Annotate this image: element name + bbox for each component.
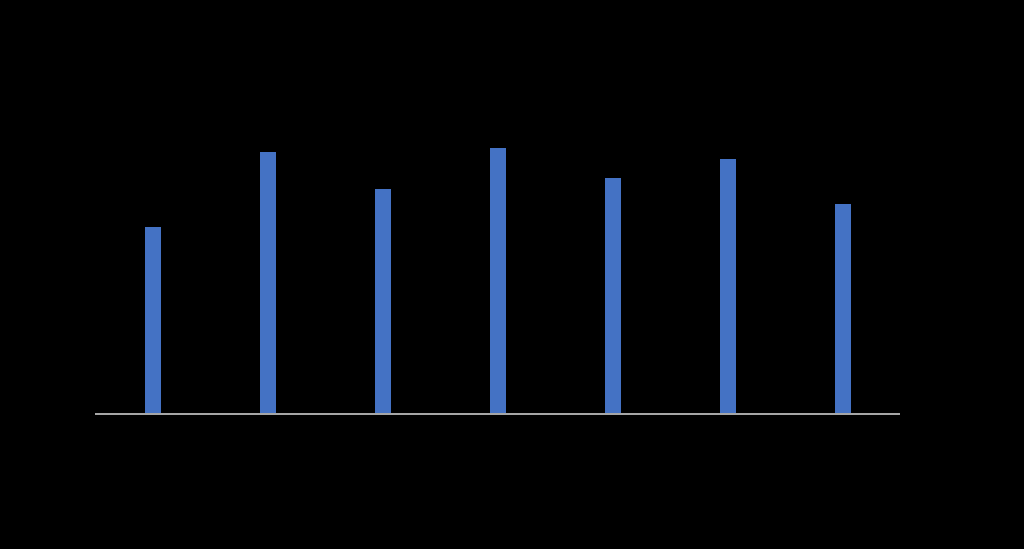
plot-area (95, 40, 900, 415)
bar (720, 159, 736, 413)
bar (835, 204, 851, 413)
bar (490, 148, 506, 413)
bar (260, 152, 276, 413)
bar (375, 189, 391, 413)
bar-chart (95, 40, 900, 415)
bar (605, 178, 621, 413)
x-axis-line (95, 413, 900, 415)
bar (145, 227, 161, 414)
